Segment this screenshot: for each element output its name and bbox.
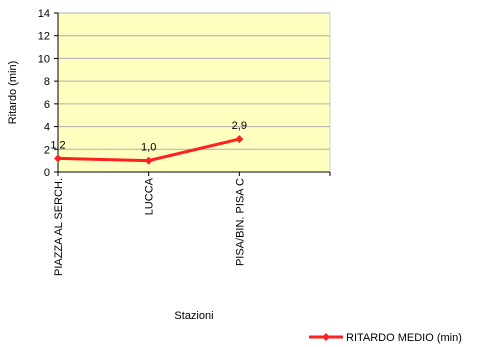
legend-marker-icon: [322, 333, 330, 341]
y-tick-label: 0: [44, 167, 50, 179]
x-category-label: PISA/BIN. PISA C: [234, 178, 246, 266]
data-value-label: 1,2: [50, 139, 65, 151]
x-category-label: PIAZZA AL SERCH.: [53, 178, 65, 276]
y-tick-label: 6: [44, 99, 50, 111]
y-axis-title: Ritardo (min): [7, 61, 19, 125]
x-axis-ticks: PIAZZA AL SERCH. LUCCA PISA/BIN. PISA C: [53, 172, 331, 276]
x-category-label: LUCCA: [144, 177, 156, 215]
y-tick-label: 14: [38, 8, 50, 20]
data-point-marker: [235, 135, 244, 144]
plot-area: [57, 12, 331, 173]
y-tick-label: 12: [38, 31, 50, 43]
data-point-marker: [144, 156, 153, 165]
legend-label: RITARDO MEDIO (min): [346, 332, 462, 344]
y-tick-label: 8: [44, 76, 50, 88]
y-tick-label: 2: [44, 144, 50, 156]
y-tick-label: 4: [44, 122, 50, 134]
grid-lines: [58, 12, 330, 150]
data-value-label: 1,0: [141, 142, 156, 154]
series-ritardo-medio: [54, 135, 244, 165]
data-labels: 1,2 1,0 2,9: [50, 120, 247, 154]
legend: RITARDO MEDIO (min): [309, 332, 462, 344]
data-value-label: 2,9: [232, 120, 247, 132]
x-axis-title: Stazioni: [174, 310, 213, 322]
y-axis-ticks: 0 2 4 6 8 10 12 14: [38, 8, 58, 179]
data-point-marker: [54, 154, 62, 163]
y-tick-label: 10: [38, 53, 50, 65]
